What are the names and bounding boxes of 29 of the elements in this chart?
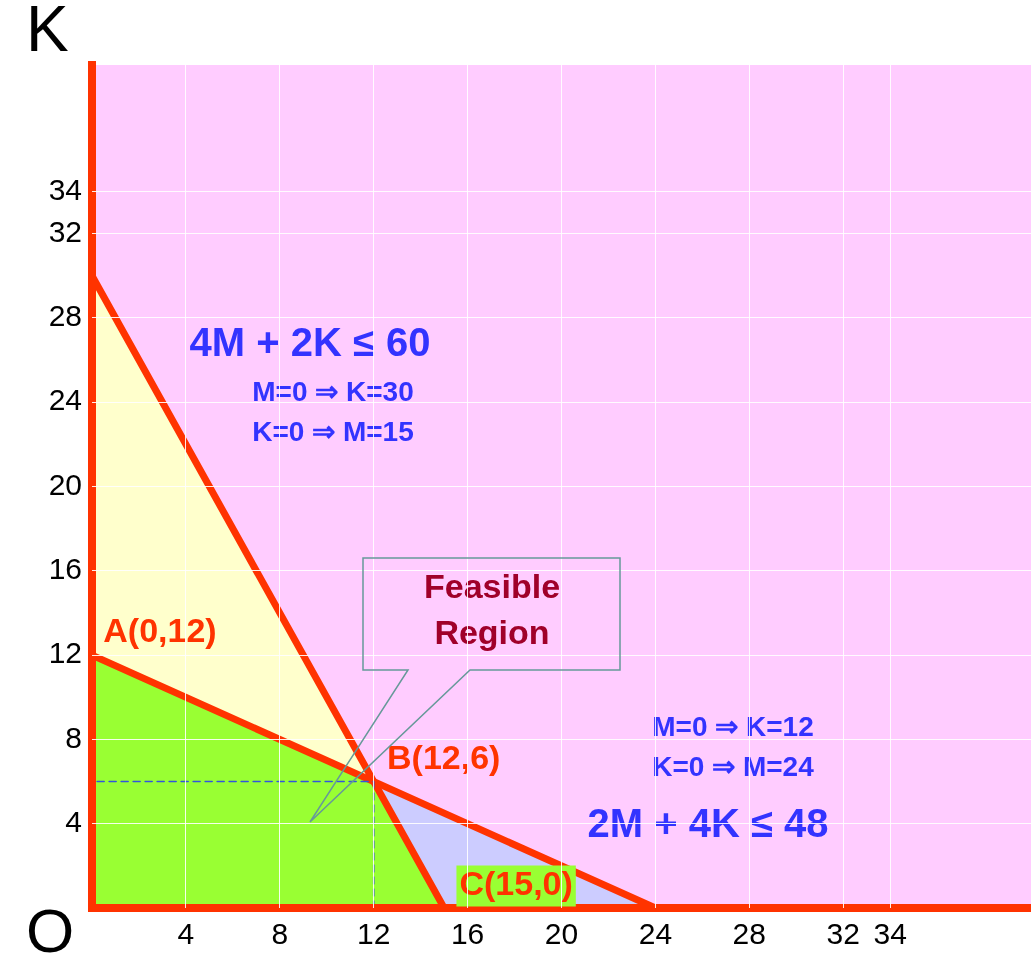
y-tick-label: 4	[65, 804, 82, 838]
x-tick-label: 12	[357, 917, 391, 951]
x-tick-label: 8	[271, 917, 289, 951]
x-tick-label: 4	[177, 917, 195, 951]
x-tick-label: 24	[638, 917, 673, 951]
y-tick-label: 16	[48, 552, 82, 586]
annotation: A(0,12)	[103, 611, 217, 650]
text: O	[25, 896, 75, 966]
annotation: Feasible Region	[423, 567, 561, 652]
x-tick-label: 28	[732, 917, 766, 951]
y-tick-label: 20	[48, 467, 82, 501]
annotation: 2M + 4K ≤ 48	[587, 801, 829, 846]
annotation: 4M + 2K ≤ 60	[189, 320, 431, 365]
y-tick-label: 8	[65, 720, 82, 754]
x-tick-label: 32	[826, 917, 860, 951]
y-tick-label: 24	[48, 383, 82, 417]
annotation: M=0 ⇒ K=12	[652, 710, 814, 742]
annotation: M=0 ⇒ K=30	[252, 375, 414, 407]
y-tick-label: 28	[48, 299, 82, 333]
annotation: K=0 ⇒ M=24	[652, 750, 815, 782]
x-tick-label: 20	[544, 917, 579, 951]
annotation: K=0 ⇒ M=15	[252, 415, 414, 447]
x-tick-label: 16	[450, 917, 485, 951]
y-tick-label: 32	[48, 214, 82, 248]
y-tick-label: 12	[48, 636, 82, 670]
y-axis-title: K	[26, 0, 69, 66]
annotation: B(12,6)	[387, 737, 501, 776]
y-tick-label: 34	[48, 172, 82, 206]
x-tick-label: 34	[873, 917, 907, 951]
